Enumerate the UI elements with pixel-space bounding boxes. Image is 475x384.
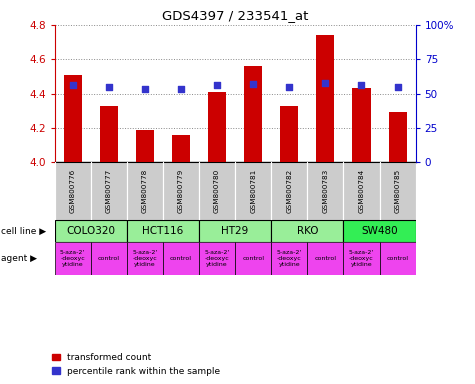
Text: control: control bbox=[98, 256, 120, 261]
Text: control: control bbox=[170, 256, 192, 261]
Point bbox=[249, 81, 257, 87]
Text: HCT116: HCT116 bbox=[142, 226, 183, 236]
Bar bbox=[136, 130, 154, 162]
Bar bbox=[280, 106, 298, 162]
Text: agent ▶: agent ▶ bbox=[1, 254, 37, 263]
Bar bbox=[235, 162, 271, 220]
Bar bbox=[271, 162, 307, 220]
Bar bbox=[208, 92, 226, 162]
Point bbox=[213, 82, 221, 88]
Bar bbox=[199, 242, 235, 275]
Bar bbox=[199, 220, 271, 242]
Legend: transformed count, percentile rank within the sample: transformed count, percentile rank withi… bbox=[52, 353, 220, 376]
Text: 5-aza-2'
-deoxyc
ytidine: 5-aza-2' -deoxyc ytidine bbox=[204, 250, 230, 267]
Text: GSM800782: GSM800782 bbox=[286, 169, 292, 213]
Bar bbox=[271, 242, 307, 275]
Bar bbox=[55, 162, 91, 220]
Text: control: control bbox=[387, 256, 408, 261]
Text: GSM800778: GSM800778 bbox=[142, 169, 148, 213]
Bar bbox=[100, 106, 118, 162]
Bar bbox=[199, 162, 235, 220]
Bar bbox=[127, 242, 163, 275]
Bar bbox=[343, 220, 416, 242]
Text: 5-aza-2'
-deoxyc
ytidine: 5-aza-2' -deoxyc ytidine bbox=[276, 250, 302, 267]
Title: GDS4397 / 233541_at: GDS4397 / 233541_at bbox=[162, 9, 308, 22]
Bar bbox=[343, 162, 380, 220]
Text: GSM800779: GSM800779 bbox=[178, 169, 184, 213]
Text: GSM800777: GSM800777 bbox=[106, 169, 112, 213]
Point bbox=[177, 86, 185, 93]
Bar bbox=[307, 242, 343, 275]
Bar bbox=[380, 162, 416, 220]
Bar bbox=[64, 75, 82, 162]
Text: HT29: HT29 bbox=[221, 226, 249, 236]
Text: GSM800783: GSM800783 bbox=[323, 169, 328, 213]
Text: 5-aza-2'
-deoxyc
ytidine: 5-aza-2' -deoxyc ytidine bbox=[132, 250, 158, 267]
Text: control: control bbox=[314, 256, 336, 261]
Point bbox=[69, 82, 76, 88]
Text: GSM800785: GSM800785 bbox=[395, 169, 400, 213]
Point bbox=[285, 84, 293, 90]
Bar bbox=[389, 113, 407, 162]
Bar bbox=[343, 242, 380, 275]
Bar bbox=[244, 66, 262, 162]
Bar bbox=[271, 220, 343, 242]
Bar bbox=[91, 242, 127, 275]
Bar bbox=[163, 162, 199, 220]
Bar bbox=[163, 242, 199, 275]
Text: GSM800776: GSM800776 bbox=[70, 169, 76, 213]
Bar bbox=[91, 162, 127, 220]
Text: 5-aza-2'
-deoxyc
ytidine: 5-aza-2' -deoxyc ytidine bbox=[349, 250, 374, 267]
Bar bbox=[316, 35, 334, 162]
Bar bbox=[127, 162, 163, 220]
Bar bbox=[55, 242, 91, 275]
Point bbox=[394, 84, 401, 90]
Bar bbox=[127, 220, 199, 242]
Text: cell line ▶: cell line ▶ bbox=[1, 227, 46, 236]
Bar bbox=[307, 162, 343, 220]
Text: RKO: RKO bbox=[296, 226, 318, 236]
Text: 5-aza-2'
-deoxyc
ytidine: 5-aza-2' -deoxyc ytidine bbox=[60, 250, 86, 267]
Text: GSM800781: GSM800781 bbox=[250, 169, 256, 213]
Bar bbox=[380, 242, 416, 275]
Text: COLO320: COLO320 bbox=[66, 226, 115, 236]
Bar bbox=[55, 220, 127, 242]
Point bbox=[358, 82, 365, 88]
Bar bbox=[352, 88, 370, 162]
Text: SW480: SW480 bbox=[361, 226, 398, 236]
Point bbox=[322, 79, 329, 86]
Point bbox=[105, 84, 113, 90]
Text: control: control bbox=[242, 256, 264, 261]
Text: GSM800784: GSM800784 bbox=[359, 169, 364, 213]
Text: GSM800780: GSM800780 bbox=[214, 169, 220, 213]
Point bbox=[141, 86, 149, 93]
Bar bbox=[235, 242, 271, 275]
Bar bbox=[172, 135, 190, 162]
